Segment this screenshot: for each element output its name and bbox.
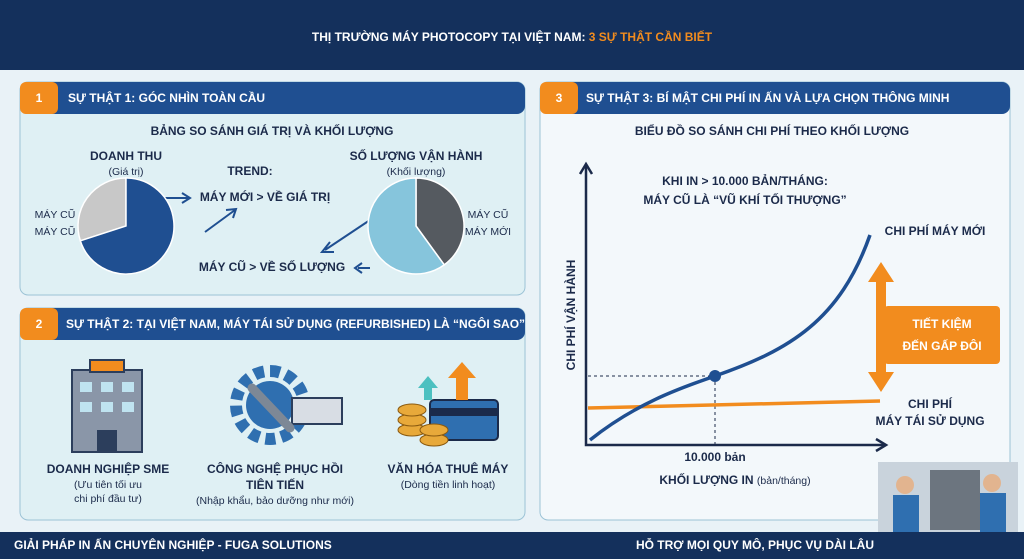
new-cost-line — [588, 234, 872, 442]
number-badge — [20, 308, 58, 340]
axis-arrows — [578, 161, 889, 453]
savings-text: ĐẾN GẤP ĐÔI — [902, 338, 981, 353]
chart-title: BIỂU ĐỒ SO SÁNH CHI PHÍ THEO KHỐI LƯỢNG — [635, 123, 909, 138]
gear-icon — [230, 365, 343, 445]
arrow — [353, 262, 370, 274]
arrow — [162, 192, 192, 204]
trend-new: MÁY MỚI > VỀ GIÁ TRỊ — [200, 189, 330, 204]
fact-heading: SỰ THẬT 3: BÍ MẬT CHI PHÍ IN ẤN VÀ LỰA C… — [586, 90, 949, 105]
items: DOANH NGHIỆP SME (Ưu tiên tối ưu chi phí đ… — [47, 461, 509, 507]
pies — [77, 177, 465, 275]
footer-left: GIẢI PHÁP IN ẤN CHUYÊN NGHIỆP - FUGA SOL… — [14, 537, 332, 552]
pie-caption: (Giá trị) — [109, 166, 144, 178]
item-title: CÔNG NGHỆ PHỤC HỒI — [207, 461, 343, 476]
intersection-point — [709, 370, 721, 382]
pie-label: MÁY CŨ — [35, 208, 76, 221]
axes — [584, 165, 885, 447]
header-title: THỊ TRƯỜNG MÁY PHOTOCOPY TẠI VIỆT NAM: 3… — [312, 29, 713, 44]
pie-slice — [367, 177, 446, 275]
building-icon — [71, 359, 143, 453]
pie-label: MÁY MỚI — [465, 225, 511, 238]
x-marker-label: 10.000 bản — [684, 450, 745, 464]
y-axis-label: CHI PHÍ VẬN HÀNH — [563, 260, 578, 371]
fact-heading: SỰ THẬT 2: TẠI VIỆT NAM, MÁY TÁI SỬ DỤNG… — [66, 316, 525, 331]
svg-text:KHỐI LƯỢNG IN (bản/tháng): KHỐI LƯỢNG IN (bản/tháng) — [659, 472, 810, 487]
x-axis-label: KHỐI LƯỢNG IN — [659, 472, 753, 487]
pie-title: SỐ LƯỢNG VẬN HÀNH — [350, 148, 483, 163]
item-caption: (Ưu tiên tối ưu — [74, 479, 142, 491]
fact-number: 2 — [36, 317, 43, 331]
refurbished-cost-line — [587, 399, 881, 410]
number-badge — [540, 82, 578, 114]
item-title: VĂN HÓA THUÊ MÁY — [388, 461, 509, 476]
panel-header — [540, 82, 1010, 114]
arrow — [319, 219, 371, 253]
pie-title: DOANH THU — [90, 149, 162, 163]
pie-slice — [415, 177, 465, 266]
panel-subtitle: BẢNG SO SÁNH GIÁ TRỊ VÀ KHỐI LƯỢNG — [151, 123, 394, 138]
pie-slice — [77, 177, 127, 242]
title-main: THỊ TRƯỜNG MÁY PHOTOCOPY TẠI VIỆT NAM: — [312, 29, 586, 44]
item-caption: (Nhập khẩu, bảo dưỡng như mới) — [196, 495, 354, 507]
line-label: MÁY TÁI SỬ DỤNG — [875, 413, 984, 428]
item-title: DOANH NGHIỆP SME — [47, 461, 169, 476]
pie-label: MÁY CŨ — [35, 225, 76, 238]
callout: KHI IN > 10.000 BẢN/THÁNG: — [662, 173, 828, 188]
footer-right: HỖ TRỢ MỌI QUY MÔ, PHỤC VỤ DÀI LÂU — [636, 537, 874, 552]
item-caption: (Dòng tiền linh hoạt) — [401, 479, 496, 491]
item-caption: chi phí đầu tư) — [74, 493, 142, 505]
pie-caption: (Khối lượng) — [387, 166, 446, 178]
callout: MÁY CŨ LÀ “VŨ KHÍ TỐI THƯỢNG” — [643, 192, 846, 207]
fact-number: 3 — [556, 91, 563, 105]
panel-header — [20, 82, 525, 114]
pie-label: MÁY CŨ — [468, 208, 509, 221]
savings-arrow — [868, 262, 894, 392]
fact-number: 1 — [36, 91, 43, 105]
number-badge — [20, 82, 58, 114]
arrow — [204, 207, 238, 233]
panel-header — [20, 308, 525, 340]
coins-icon — [397, 362, 499, 447]
trend-old: MÁY CŨ > VỀ SỐ LƯỢNG — [199, 259, 345, 274]
savings-box — [884, 306, 1000, 364]
item-title: TIÊN TIẾN — [246, 477, 304, 492]
pie-slice — [79, 177, 175, 275]
header-band — [0, 0, 1024, 70]
footer-band — [0, 532, 1024, 559]
panel — [539, 81, 1011, 521]
line-label: CHI PHÍ — [908, 396, 953, 411]
savings-text: TIẾT KIỆM — [912, 316, 971, 331]
title-highlight: 3 SỰ THẬT CẦN BIẾT — [589, 29, 713, 44]
x-axis-unit: (bản/tháng) — [757, 475, 811, 487]
technician-photo — [878, 462, 1018, 534]
line-label: CHI PHÍ MÁY MỚI — [885, 223, 986, 238]
fact-heading: SỰ THẬT 1: GÓC NHÌN TOÀN CẦU — [68, 90, 265, 105]
trend-label: TREND: — [227, 164, 272, 178]
